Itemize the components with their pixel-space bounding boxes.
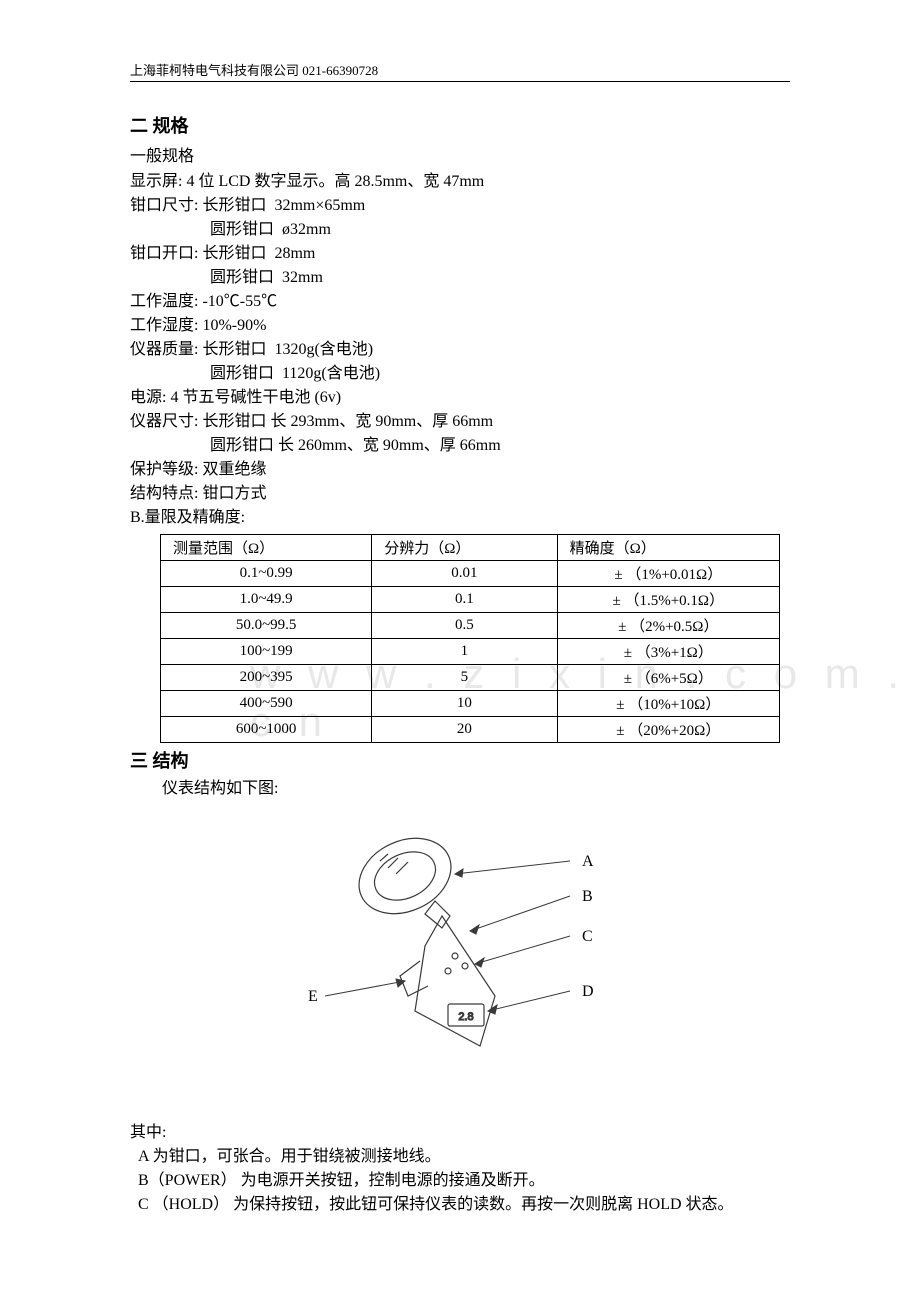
table-cell: 0.01: [372, 561, 557, 587]
page-header: 上海菲柯特电气科技有限公司 021-66390728: [130, 60, 790, 82]
diagram-label-d: D: [582, 983, 594, 1000]
table-row: 1.0~49.90.1± （1.5%+0.1Ω）: [161, 587, 780, 613]
section-2-subtitle: 一般规格: [130, 142, 790, 166]
table-cell: ± （6%+5Ω）: [557, 665, 779, 691]
legend-a: A 为钳口，可张合。用于钳绕被测接地线。: [130, 1145, 790, 1169]
section-3-intro: 仪表结构如下图:: [130, 777, 790, 801]
spec-jaw-size: 钳口尺寸: 长形钳口 32mm×65mm: [130, 194, 790, 218]
spec-temp: 工作温度: -10℃-55℃: [130, 290, 790, 314]
svg-text:2.8: 2.8: [458, 1011, 473, 1023]
table-row: 50.0~99.50.5± （2%+0.5Ω）: [161, 613, 780, 639]
diagram-label-c: C: [582, 928, 593, 945]
table-cell: 600~1000: [161, 717, 372, 743]
th-range: 测量范围（Ω）: [161, 535, 372, 561]
table-cell: ± （1%+0.01Ω）: [557, 561, 779, 587]
spec-jaw-open: 钳口开口: 长形钳口 28mm: [130, 242, 790, 266]
table-cell: 400~590: [161, 691, 372, 717]
table-cell: 0.1: [372, 587, 557, 613]
spec-size: 仪器尺寸: 长形钳口 长 293mm、宽 90mm、厚 66mm: [130, 410, 790, 434]
spec-protection: 保护等级: 双重绝缘: [130, 458, 790, 482]
diagram-label-b: B: [582, 888, 593, 905]
th-accuracy: 精确度（Ω）: [557, 535, 779, 561]
spec-mass: 仪器质量: 长形钳口 1320g(含电池): [130, 338, 790, 362]
section-2-title: 二 规格: [130, 112, 790, 138]
table-cell: ± （2%+0.5Ω）: [557, 613, 779, 639]
instrument-diagram: 2.8: [130, 816, 790, 1101]
table-row: 100~1991± （3%+1Ω）: [161, 639, 780, 665]
diagram-label-e: E: [308, 988, 318, 1005]
spec-mass-round: 圆形钳口 1120g(含电池): [130, 362, 790, 386]
table-cell: 200~395: [161, 665, 372, 691]
spec-jaw-open-round: 圆形钳口 32mm: [130, 266, 790, 290]
table-row: 600~100020± （20%+20Ω）: [161, 717, 780, 743]
table-cell: 5: [372, 665, 557, 691]
table-cell: 50.0~99.5: [161, 613, 372, 639]
table-row: 200~3955± （6%+5Ω）: [161, 665, 780, 691]
th-resolution: 分辨力（Ω）: [372, 535, 557, 561]
spec-range-label: B.量限及精确度:: [130, 506, 790, 530]
accuracy-table: 测量范围（Ω） 分辨力（Ω） 精确度（Ω） 0.1~0.990.01± （1%+…: [160, 534, 780, 743]
table-cell: 1.0~49.9: [161, 587, 372, 613]
legend-b: B（POWER） 为电源开关按钮，控制电源的接通及断开。: [130, 1169, 790, 1193]
table-cell: ± （1.5%+0.1Ω）: [557, 587, 779, 613]
table-header-row: 测量范围（Ω） 分辨力（Ω） 精确度（Ω）: [161, 535, 780, 561]
diagram-label-a: A: [582, 853, 594, 870]
spec-size-round: 圆形钳口 长 260mm、宽 90mm、厚 66mm: [130, 434, 790, 458]
spec-power: 电源: 4 节五号碱性干电池 (6v): [130, 386, 790, 410]
table-cell: 20: [372, 717, 557, 743]
table-cell: ± （10%+10Ω）: [557, 691, 779, 717]
table-cell: ± （20%+20Ω）: [557, 717, 779, 743]
legend-c: C （HOLD） 为保持按钮，按此钮可保持仪表的读数。再按一次则脱离 HOLD …: [130, 1193, 790, 1217]
spec-humidity: 工作湿度: 10%-90%: [130, 314, 790, 338]
section-3-title: 三 结构: [130, 747, 790, 773]
table-row: 0.1~0.990.01± （1%+0.01Ω）: [161, 561, 780, 587]
spec-jaw-size-round: 圆形钳口 ø32mm: [130, 218, 790, 242]
spec-structure: 结构特点: 钳口方式: [130, 482, 790, 506]
legend-title: 其中:: [130, 1121, 790, 1145]
table-cell: 10: [372, 691, 557, 717]
table-cell: ± （3%+1Ω）: [557, 639, 779, 665]
table-cell: 1: [372, 639, 557, 665]
table-cell: 0.1~0.99: [161, 561, 372, 587]
table-cell: 100~199: [161, 639, 372, 665]
table-cell: 0.5: [372, 613, 557, 639]
spec-display: 显示屏: 4 位 LCD 数字显示。高 28.5mm、宽 47mm: [130, 170, 790, 194]
table-row: 400~59010± （10%+10Ω）: [161, 691, 780, 717]
